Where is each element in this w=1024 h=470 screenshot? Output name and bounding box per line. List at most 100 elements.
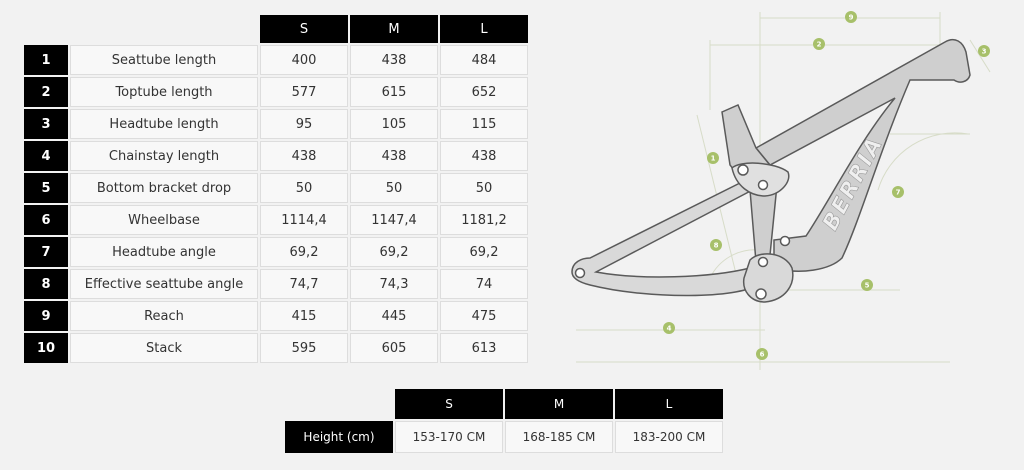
value-l: 652 xyxy=(440,77,528,107)
row-label: Wheelbase xyxy=(70,205,258,235)
marker-5: 5 xyxy=(861,279,873,291)
value-l: 613 xyxy=(440,333,528,363)
value-s: 50 xyxy=(260,173,348,203)
svg-text:5: 5 xyxy=(865,282,870,290)
value-s: 1114,4 xyxy=(260,205,348,235)
row-number: 10 xyxy=(24,333,68,363)
row-label: Seattube length xyxy=(70,45,258,75)
pivot-hole xyxy=(779,235,791,247)
height-size-s: S xyxy=(395,389,503,419)
geometry-table: S M L 1 Seattube length 400 438 484 2 To… xyxy=(22,13,530,365)
table-row: 10 Stack 595 605 613 xyxy=(24,333,528,363)
table-row: 6 Wheelbase 1114,4 1147,4 1181,2 xyxy=(24,205,528,235)
table-row: 2 Toptube length 577 615 652 xyxy=(24,77,528,107)
svg-text:1: 1 xyxy=(711,155,716,163)
value-s: 69,2 xyxy=(260,237,348,267)
row-label: Headtube angle xyxy=(70,237,258,267)
height-value-l: 183-200 CM xyxy=(615,421,723,453)
value-l: 69,2 xyxy=(440,237,528,267)
rear-axle-hole xyxy=(574,267,586,279)
marker-8: 8 xyxy=(710,239,722,251)
value-m: 74,3 xyxy=(350,269,438,299)
value-m: 105 xyxy=(350,109,438,139)
svg-text:4: 4 xyxy=(667,325,672,333)
svg-text:6: 6 xyxy=(760,351,765,359)
table-row: 4 Chainstay length 438 438 438 xyxy=(24,141,528,171)
row-number: 7 xyxy=(24,237,68,267)
row-number: 5 xyxy=(24,173,68,203)
value-s: 400 xyxy=(260,45,348,75)
pivot-hole xyxy=(755,288,767,300)
height-header-blank xyxy=(285,389,393,419)
value-s: 577 xyxy=(260,77,348,107)
value-l: 74 xyxy=(440,269,528,299)
svg-text:2: 2 xyxy=(817,41,822,49)
row-label: Headtube length xyxy=(70,109,258,139)
marker-9: 9 xyxy=(845,11,857,23)
value-m: 615 xyxy=(350,77,438,107)
marker-7: 7 xyxy=(892,186,904,198)
rear-triangle xyxy=(571,177,762,297)
svg-text:9: 9 xyxy=(849,14,854,22)
row-number: 1 xyxy=(24,45,68,75)
value-s: 438 xyxy=(260,141,348,171)
value-m: 438 xyxy=(350,141,438,171)
svg-text:7: 7 xyxy=(896,189,901,197)
value-m: 69,2 xyxy=(350,237,438,267)
row-number: 6 xyxy=(24,205,68,235)
height-row: Height (cm) 153-170 CM 168-185 CM 183-20… xyxy=(285,421,723,453)
size-header-s: S xyxy=(260,15,348,43)
row-number: 8 xyxy=(24,269,68,299)
dimension-markers: 1 2 3 4 5 6 7 8 xyxy=(663,11,990,360)
row-label: Toptube length xyxy=(70,77,258,107)
value-s: 74,7 xyxy=(260,269,348,299)
height-size-l: L xyxy=(615,389,723,419)
table-row: 1 Seattube length 400 438 484 xyxy=(24,45,528,75)
table-row: 9 Reach 415 445 475 xyxy=(24,301,528,331)
table-row: 8 Effective seattube angle 74,7 74,3 74 xyxy=(24,269,528,299)
table-row: 5 Bottom bracket drop 50 50 50 xyxy=(24,173,528,203)
marker-4: 4 xyxy=(663,322,675,334)
geometry-header-row: S M L xyxy=(24,15,528,43)
height-label: Height (cm) xyxy=(285,421,393,453)
row-label: Chainstay length xyxy=(70,141,258,171)
pivot-hole xyxy=(737,164,749,176)
row-label: Stack xyxy=(70,333,258,363)
row-number: 2 xyxy=(24,77,68,107)
row-number: 3 xyxy=(24,109,68,139)
value-m: 1147,4 xyxy=(350,205,438,235)
height-size-m: M xyxy=(505,389,613,419)
marker-2: 2 xyxy=(813,38,825,50)
value-l: 1181,2 xyxy=(440,205,528,235)
row-number: 9 xyxy=(24,301,68,331)
marker-3: 3 xyxy=(978,45,990,57)
value-s: 95 xyxy=(260,109,348,139)
size-header-m: M xyxy=(350,15,438,43)
value-m: 605 xyxy=(350,333,438,363)
value-s: 415 xyxy=(260,301,348,331)
svg-text:8: 8 xyxy=(714,242,719,250)
frame-geometry-diagram: BERRIA 1 2 3 4 5 6 7 xyxy=(571,11,991,370)
value-m: 445 xyxy=(350,301,438,331)
value-m: 438 xyxy=(350,45,438,75)
svg-text:3: 3 xyxy=(982,48,987,56)
rider-height-table: S M L Height (cm) 153-170 CM 168-185 CM … xyxy=(283,387,725,455)
bottom-bracket-area xyxy=(742,253,794,303)
row-label: Reach xyxy=(70,301,258,331)
header-blank-label xyxy=(70,15,258,43)
value-l: 475 xyxy=(440,301,528,331)
value-l: 50 xyxy=(440,173,528,203)
row-label: Bottom bracket drop xyxy=(70,173,258,203)
value-l: 115 xyxy=(440,109,528,139)
row-label: Effective seattube angle xyxy=(70,269,258,299)
pivot-hole xyxy=(757,179,769,191)
value-l: 484 xyxy=(440,45,528,75)
main-frame xyxy=(754,38,971,272)
row-number: 4 xyxy=(24,141,68,171)
height-header-row: S M L xyxy=(285,389,723,419)
size-header-l: L xyxy=(440,15,528,43)
table-row: 3 Headtube length 95 105 115 xyxy=(24,109,528,139)
height-value-m: 168-185 CM xyxy=(505,421,613,453)
value-l: 438 xyxy=(440,141,528,171)
table-row: 7 Headtube angle 69,2 69,2 69,2 xyxy=(24,237,528,267)
